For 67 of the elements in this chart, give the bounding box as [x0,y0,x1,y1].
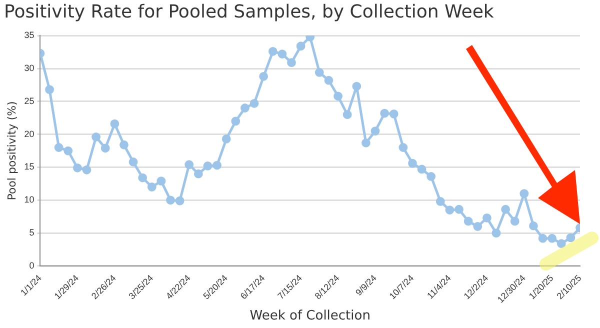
y-axis-title: Pool positivity (%) [5,101,18,200]
point [426,172,436,181]
point [324,76,334,85]
point [454,204,464,214]
point [110,119,120,128]
point [64,146,73,156]
point [510,216,520,226]
y-tick-label: 30 [24,62,34,73]
y-tick-label: 10 [24,194,34,205]
y-tick-label: 0 [29,260,34,270]
point [314,68,324,77]
point [156,176,166,186]
point [370,126,380,136]
point [268,46,278,56]
point [92,132,100,142]
point [566,233,576,242]
chart-title: Positivity Rate for Pooled Samples, by Collection Week [4,1,494,22]
x-axis-title: Week of Collection [250,308,370,324]
point [538,234,548,243]
point [445,206,454,214]
point [287,58,296,68]
point [54,143,64,152]
point [352,82,362,91]
y-tick-label: 25 [24,96,34,106]
point [212,160,222,170]
point [240,104,250,112]
point [380,108,390,118]
point [222,134,231,144]
point [464,216,473,226]
point [120,140,128,150]
point [417,164,426,174]
point [203,161,212,170]
point [556,239,566,248]
y-tick-label: 20 [24,128,34,139]
point [361,138,370,148]
y-tick-label: 15 [24,162,34,172]
point [128,158,138,166]
point [175,196,184,206]
point [296,42,306,51]
point [184,160,194,170]
point [529,221,538,230]
point [82,165,92,174]
point [520,189,529,198]
point [250,98,259,108]
point [166,196,175,205]
point [100,144,110,153]
point [45,85,54,94]
point [194,169,203,178]
point [138,173,148,182]
point [147,182,156,192]
point [436,197,445,206]
point [389,109,398,118]
point [72,163,82,172]
point [548,234,557,243]
point [334,92,342,101]
point [342,110,352,120]
y-tick-label: 5 [29,228,34,238]
point [231,116,240,126]
point [492,228,501,238]
point [278,50,287,58]
point [501,204,510,214]
y-tick-label: 35 [24,30,34,40]
point [473,222,482,231]
point [482,213,492,222]
point [398,143,408,152]
point [408,158,417,168]
point [259,72,268,81]
